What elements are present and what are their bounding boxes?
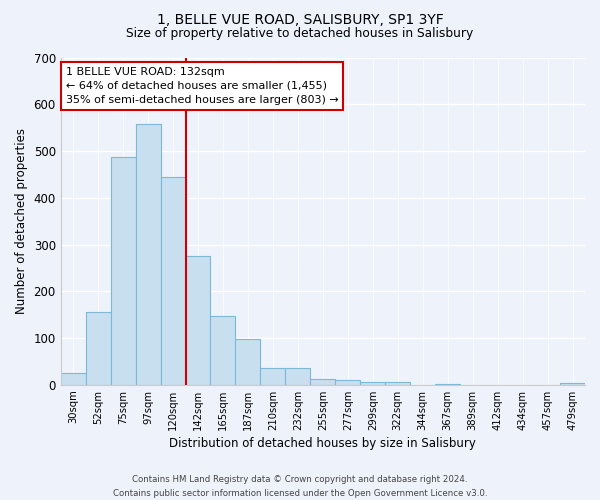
Bar — [86, 312, 110, 385]
Text: Size of property relative to detached houses in Salisbury: Size of property relative to detached ho… — [127, 28, 473, 40]
Bar — [335, 380, 360, 385]
Bar — [161, 176, 185, 385]
Bar — [435, 384, 460, 385]
Bar — [110, 156, 136, 385]
Bar — [360, 382, 385, 385]
Text: 1, BELLE VUE ROAD, SALISBURY, SP1 3YF: 1, BELLE VUE ROAD, SALISBURY, SP1 3YF — [157, 12, 443, 26]
Text: 1 BELLE VUE ROAD: 132sqm
← 64% of detached houses are smaller (1,455)
35% of sem: 1 BELLE VUE ROAD: 132sqm ← 64% of detach… — [65, 67, 338, 105]
Bar — [61, 373, 86, 385]
Bar — [136, 124, 161, 385]
Bar — [185, 256, 211, 385]
Bar — [286, 368, 310, 385]
Bar — [385, 382, 410, 385]
Text: Contains HM Land Registry data © Crown copyright and database right 2024.
Contai: Contains HM Land Registry data © Crown c… — [113, 476, 487, 498]
Bar — [310, 378, 335, 385]
Bar — [235, 339, 260, 385]
Bar — [260, 368, 286, 385]
Bar — [211, 316, 235, 385]
X-axis label: Distribution of detached houses by size in Salisbury: Distribution of detached houses by size … — [169, 437, 476, 450]
Y-axis label: Number of detached properties: Number of detached properties — [15, 128, 28, 314]
Bar — [560, 384, 585, 385]
